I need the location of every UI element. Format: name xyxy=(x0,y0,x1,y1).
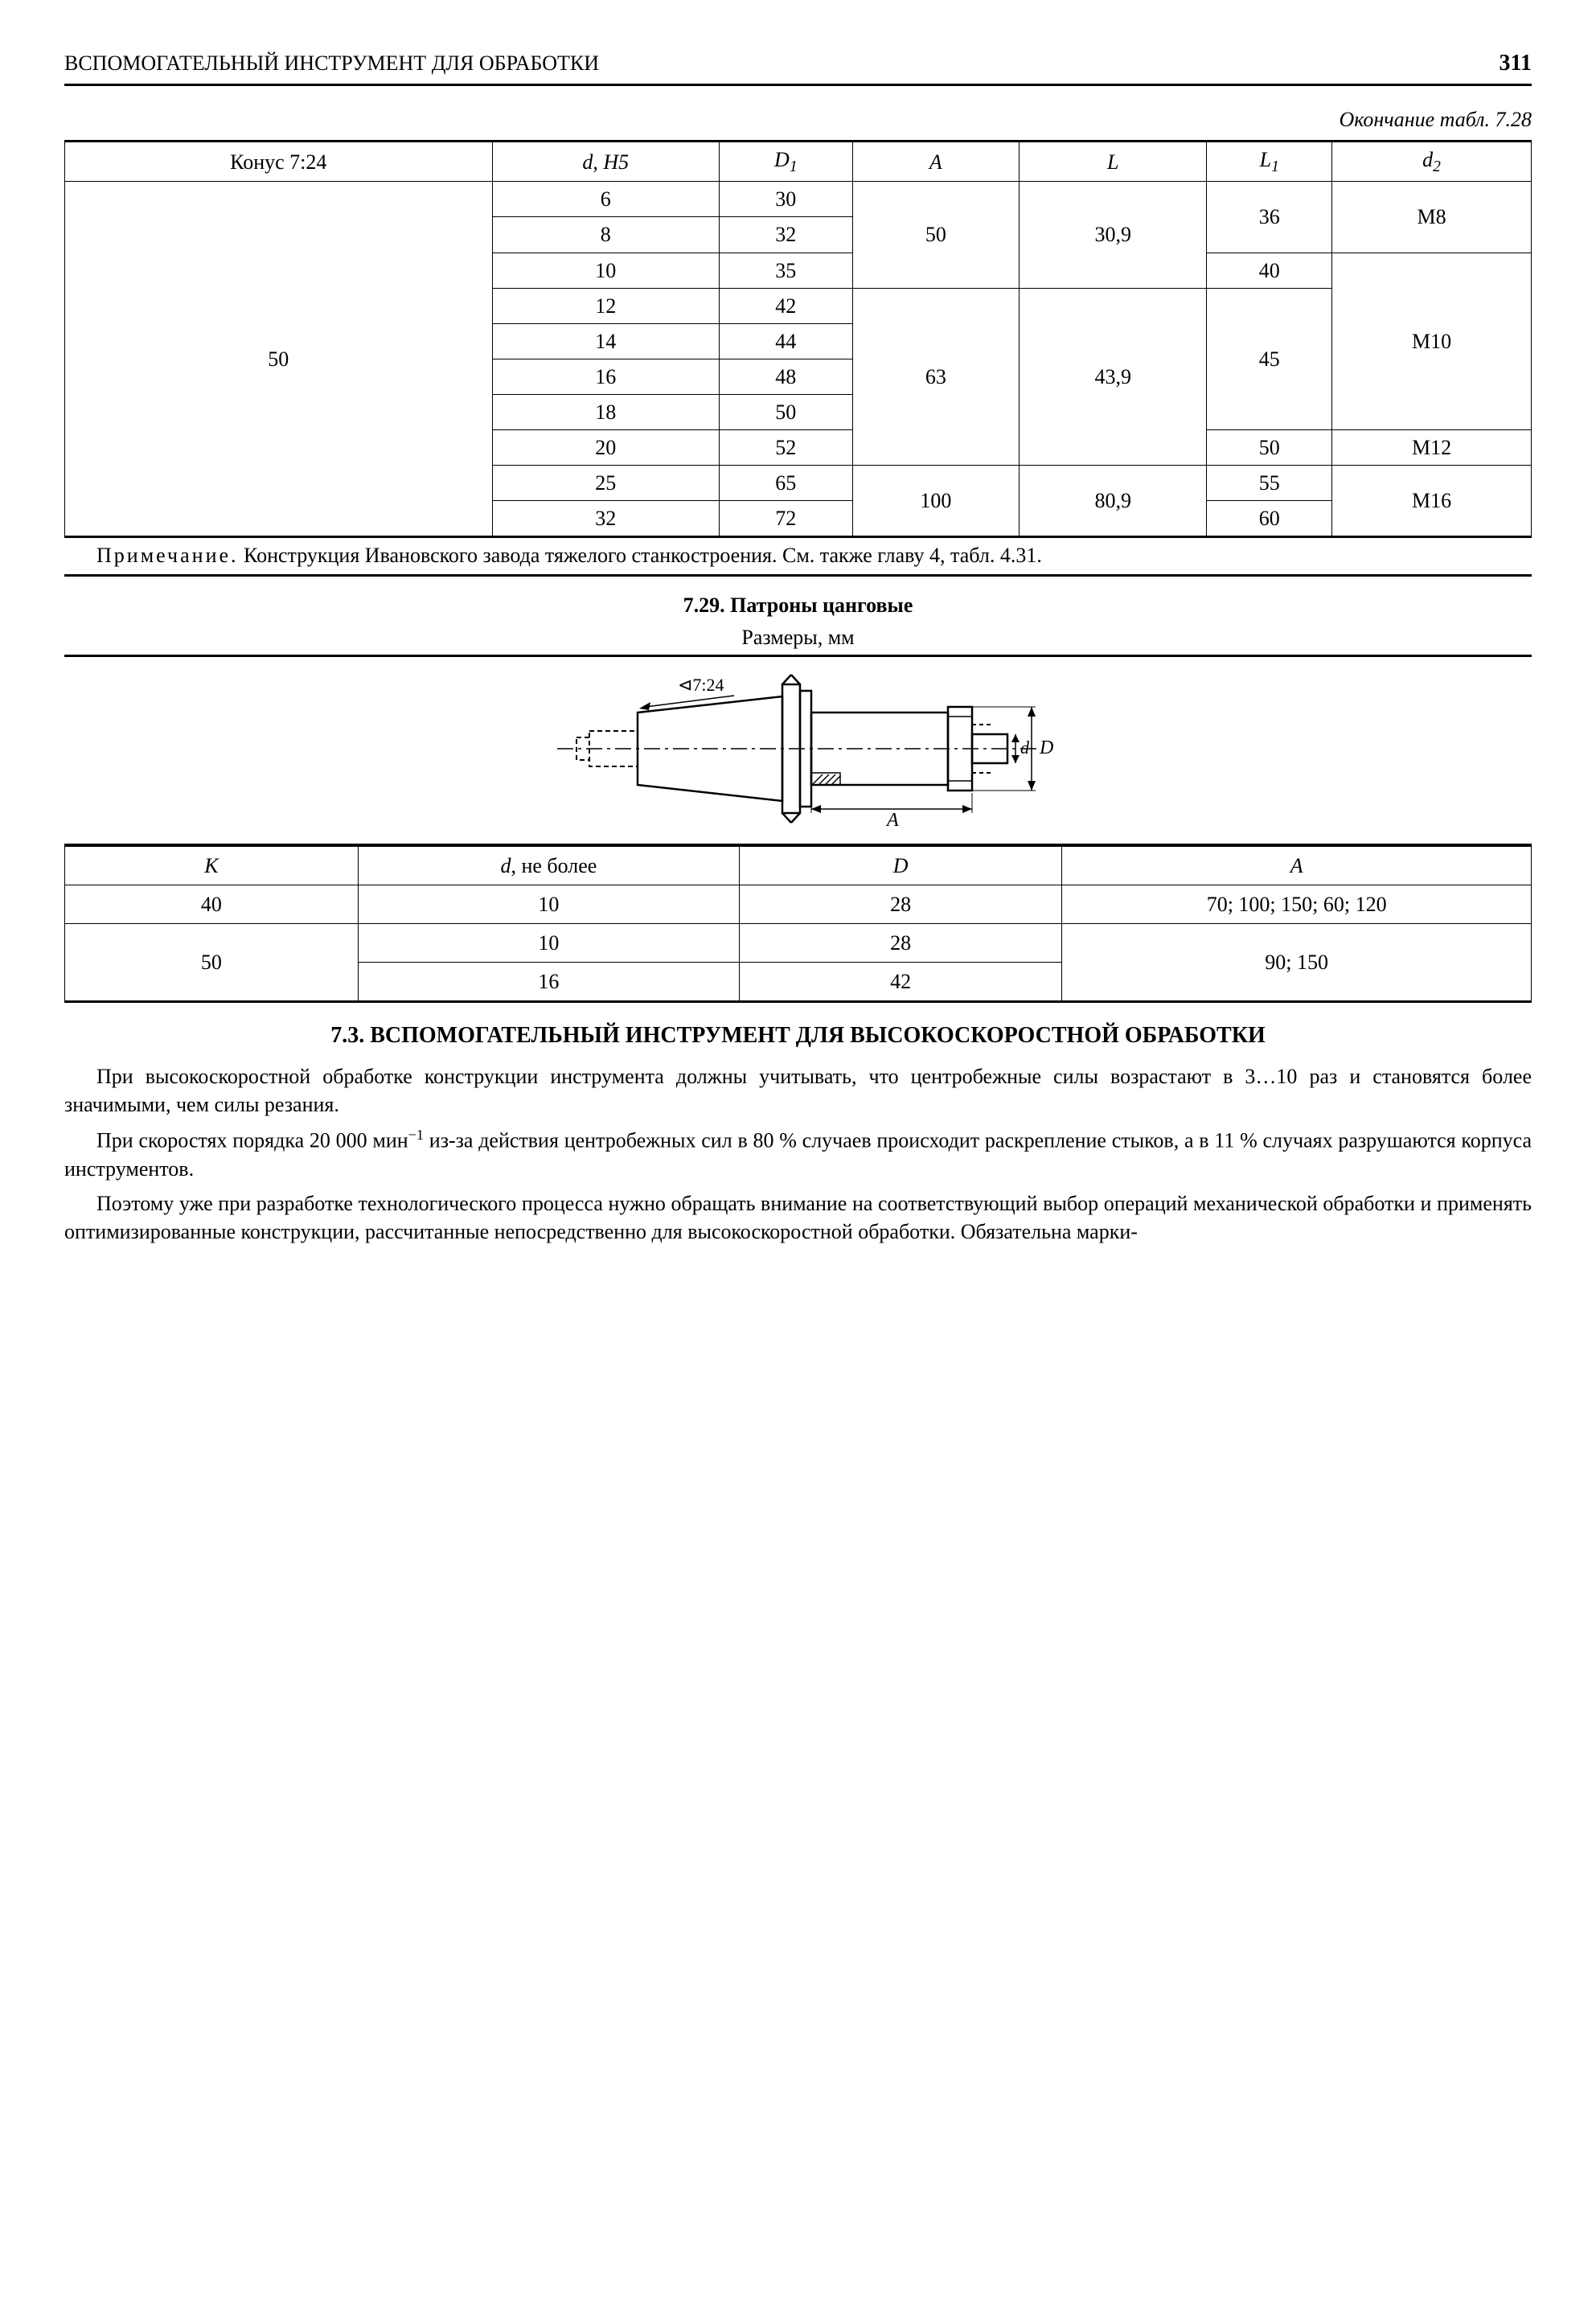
table-729-dim: Размеры, мм xyxy=(64,623,1532,651)
cell: 36 xyxy=(1207,182,1332,253)
p2a: При скоростях порядка 20 000 мин xyxy=(96,1129,408,1152)
collet-chuck-diagram: ⊲7:24 A D d xyxy=(64,655,1532,844)
cell: 30 xyxy=(719,182,852,217)
cell: 70; 100; 150; 60; 120 xyxy=(1062,885,1532,923)
th-konus: Конус 7:24 xyxy=(65,141,493,182)
cell: 44 xyxy=(719,323,852,359)
cell: 12 xyxy=(492,288,719,323)
cell: M16 xyxy=(1332,466,1532,537)
cell: 28 xyxy=(740,923,1062,962)
cell: 25 xyxy=(492,466,719,501)
th-A: A xyxy=(1062,845,1532,885)
para-1: При высокоскоростной обработке конструкц… xyxy=(64,1062,1532,1119)
dim-d-label: d xyxy=(1020,737,1030,758)
cell: 50 xyxy=(65,923,359,1001)
cell: 10 xyxy=(492,253,719,288)
cell: 72 xyxy=(719,501,852,537)
header-title: ВСПОМОГАТЕЛЬНЫЙ ИНСТРУМЕНТ ДЛЯ ОБРАБОТКИ xyxy=(64,49,599,77)
note-label: Примечание. xyxy=(96,544,239,567)
dim-D-label: D xyxy=(1039,737,1053,758)
cell: 43,9 xyxy=(1020,288,1207,465)
cell: M10 xyxy=(1332,253,1532,429)
cell: 10 xyxy=(358,923,739,962)
cell: 28 xyxy=(740,885,1062,923)
cell: 80,9 xyxy=(1020,466,1207,537)
cell: M12 xyxy=(1332,430,1532,466)
cell: M8 xyxy=(1332,182,1532,253)
th-L1: L1 xyxy=(1207,141,1332,182)
th-A: A xyxy=(852,141,1019,182)
cell: 8 xyxy=(492,217,719,253)
cell: 100 xyxy=(852,466,1019,537)
table-728-note: Примечание. Конструкция Ивановского заво… xyxy=(64,541,1532,577)
cell: 40 xyxy=(1207,253,1332,288)
cell: 32 xyxy=(492,501,719,537)
cell: 18 xyxy=(492,394,719,429)
th-K: K xyxy=(65,845,359,885)
th-d: d, не более xyxy=(358,845,739,885)
table-729: K d, не более D A 40 10 28 70; 100; 150;… xyxy=(64,844,1532,1003)
section-7-3-heading: 7.3. ВСПОМОГАТЕЛЬНЫЙ ИНСТРУМЕНТ ДЛЯ ВЫСО… xyxy=(64,1021,1532,1051)
table-728: Конус 7:24 d, H5 D1 A L L1 d2 50 6 30 50… xyxy=(64,140,1532,538)
table-728-caption: Окончание табл. 7.28 xyxy=(64,105,1532,133)
table-729-title: 7.29. Патроны цанговые xyxy=(64,591,1532,619)
page-number: 311 xyxy=(1500,48,1532,79)
cell: 60 xyxy=(1207,501,1332,537)
cell: 42 xyxy=(719,288,852,323)
p2sup: −1 xyxy=(408,1127,424,1143)
cell: 90; 150 xyxy=(1062,923,1532,1001)
cell: 42 xyxy=(740,962,1062,1001)
cell: 65 xyxy=(719,466,852,501)
taper-label: ⊲7:24 xyxy=(678,675,724,695)
dim-A-label: A xyxy=(885,810,899,829)
cell: 32 xyxy=(719,217,852,253)
cell: 6 xyxy=(492,182,719,217)
cell: 10 xyxy=(358,885,739,923)
cell: 35 xyxy=(719,253,852,288)
cell: 40 xyxy=(65,885,359,923)
cell: 48 xyxy=(719,359,852,394)
page-header: ВСПОМОГАТЕЛЬНЫЙ ИНСТРУМЕНТ ДЛЯ ОБРАБОТКИ… xyxy=(64,48,1532,86)
cell: 50 xyxy=(719,394,852,429)
th-d2: d2 xyxy=(1332,141,1532,182)
cell: 16 xyxy=(492,359,719,394)
collet-diagram-svg: ⊲7:24 A D d xyxy=(541,668,1056,829)
note-text: Конструкция Ивановского завода тяжелого … xyxy=(239,544,1042,567)
para-2: При скоростях порядка 20 000 мин−1 из-за… xyxy=(64,1125,1532,1183)
cell: 50 xyxy=(1207,430,1332,466)
th-D1: D1 xyxy=(719,141,852,182)
cell: 63 xyxy=(852,288,1019,465)
cell: 55 xyxy=(1207,466,1332,501)
para-3: Поэтому уже при разработке технологическ… xyxy=(64,1189,1532,1246)
th-d: d, H5 xyxy=(492,141,719,182)
cell: 16 xyxy=(358,962,739,1001)
cell: 50 xyxy=(852,182,1019,288)
th-L: L xyxy=(1020,141,1207,182)
cell: 45 xyxy=(1207,288,1332,429)
cell: 14 xyxy=(492,323,719,359)
th-D: D xyxy=(740,845,1062,885)
cell: 30,9 xyxy=(1020,182,1207,288)
cell: 52 xyxy=(719,430,852,466)
cell-konus: 50 xyxy=(65,182,493,537)
cell: 20 xyxy=(492,430,719,466)
